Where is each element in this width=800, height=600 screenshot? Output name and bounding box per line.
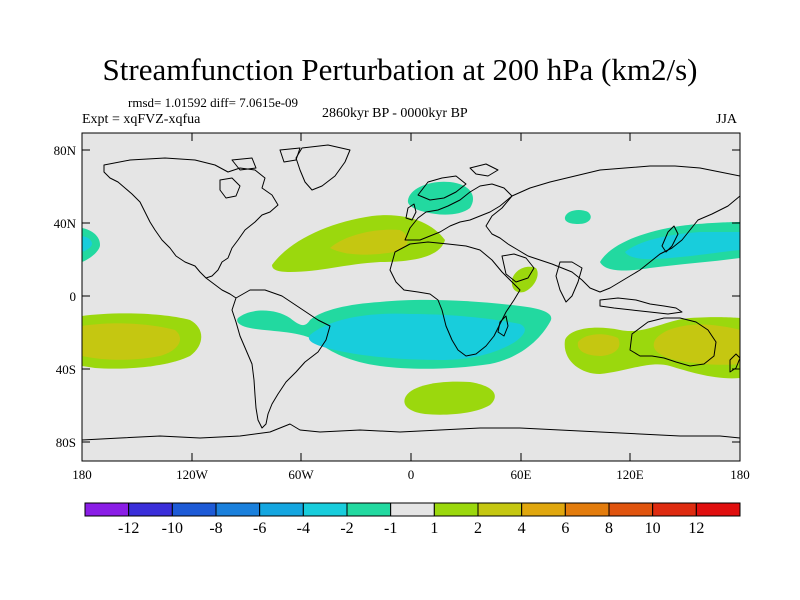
colorbar-swatch [346, 502, 392, 517]
coast-arabia [501, 253, 535, 283]
coast-new-zealand [729, 353, 740, 373]
lon-tick-label: 180 [730, 467, 750, 482]
experiment-label: Expt = xqFVZ-xqfua [82, 112, 201, 127]
colorbar-label: 8 [605, 520, 613, 537]
coast-indonesia [599, 297, 683, 315]
season-label: JJA [716, 112, 738, 127]
lon-tick-label: 60E [511, 467, 532, 482]
fill-south-pacific-pos2 [82, 323, 180, 360]
colorbar-swatch [84, 502, 130, 517]
coast-europe [404, 183, 513, 241]
colorbar-label: 1 [430, 520, 438, 537]
lon-tick-label: 60W [288, 467, 314, 482]
coast-africa [389, 241, 521, 357]
colorbar-swatch [521, 502, 566, 517]
colorbar-label: 12 [688, 520, 704, 537]
map-background [82, 133, 740, 461]
colorbar-label: -2 [340, 520, 353, 537]
colorbar-swatch [259, 502, 304, 517]
colorbar-label: -12 [118, 520, 139, 537]
fill-east-pacific-neg2 [82, 236, 92, 252]
lon-tick-label: 120W [176, 467, 209, 482]
coast-scandinavia [417, 175, 467, 201]
coast-uk [405, 203, 417, 221]
fill-indian-pos2 [577, 334, 620, 356]
colorbar-label: 10 [645, 520, 661, 537]
coast-arctic-islands [231, 147, 499, 177]
lon-tick-labels: 180 120W 60W 0 60E 120E 180 [72, 467, 750, 482]
lat-tick-label: 40N [54, 216, 77, 231]
lon-tick-label: 180 [72, 467, 92, 482]
colorbar-swatch [128, 502, 173, 517]
colorbar-swatch [564, 502, 610, 517]
colorbar-label: 4 [518, 520, 526, 537]
lat-tick-labels: 80N 40N 0 40S 80S [54, 143, 77, 450]
colorbar-label: 2 [474, 520, 482, 537]
colorbar-label: -4 [297, 520, 310, 537]
colorbar-swatch [433, 502, 479, 517]
colorbar-swatch [215, 502, 261, 517]
coastlines [82, 144, 740, 441]
lon-tick-label: 0 [408, 467, 415, 482]
fill-australia-pos2 [653, 324, 740, 365]
coast-greenland [295, 144, 351, 191]
colorbar-label: -6 [253, 520, 266, 537]
coast-asia [485, 165, 740, 293]
fill-west-pacific-neg2 [625, 232, 740, 260]
fill-north-atlantic-4 [330, 229, 408, 255]
coast-australia [629, 317, 717, 367]
coast-south-america [231, 289, 331, 429]
colorbar-swatch [390, 502, 435, 517]
colorbar-label: 6 [561, 520, 569, 537]
colorbar-swatch [608, 502, 654, 517]
plot-title: Streamfunction Perturbation at 200 hPa (… [102, 52, 698, 87]
lat-axis [82, 149, 740, 443]
fill-southern-ocean-pos [404, 381, 495, 415]
coast-india [555, 261, 583, 303]
colorbar-swatch [171, 502, 217, 517]
coast-north-america [103, 157, 279, 279]
colorbar-swatch [695, 502, 741, 517]
coast-antarctica [82, 423, 740, 441]
lat-tick-label: 40S [56, 362, 76, 377]
coast-japan [661, 225, 679, 253]
stats-text: rmsd= 1.01592 diff= 7.0615e-09 [128, 95, 299, 110]
coast-hudson-bay [219, 177, 241, 199]
lon-tick-label: 120E [616, 467, 644, 482]
period-label: 2860kyr BP - 0000kyr BP [322, 106, 468, 121]
colorbar-label: -8 [209, 520, 222, 537]
colorbar-swatch [652, 502, 697, 517]
lat-tick-label: 0 [70, 289, 77, 304]
colorbar: -12 -10 -8 -6 -4 -2 -1 1 2 4 6 8 10 12 [84, 502, 741, 537]
colorbar-swatch [302, 502, 348, 517]
colorbar-label: -10 [162, 520, 183, 537]
fill-south-band-neg2 [308, 313, 525, 360]
coast-central-america [205, 277, 237, 299]
colorbar-swatch [477, 502, 523, 517]
colorbar-label: -1 [384, 520, 397, 537]
lat-tick-label: 80S [56, 435, 76, 450]
fill-asia-small-neg [564, 209, 591, 224]
coast-madagascar [497, 315, 509, 337]
lon-axis [81, 133, 741, 461]
lat-tick-label: 80N [54, 143, 77, 158]
